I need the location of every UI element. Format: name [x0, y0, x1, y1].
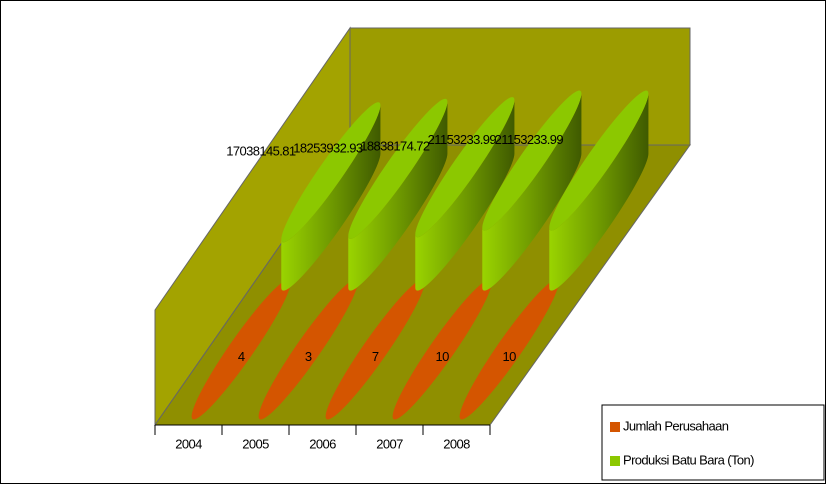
data-label: 18838174.72: [360, 139, 430, 154]
legend-swatch: [610, 422, 620, 432]
x-tick-label: 2006: [309, 436, 336, 451]
data-label: 21153233.99: [495, 132, 564, 147]
bar-top: [281, 102, 381, 243]
bar: [482, 90, 582, 291]
data-label: 17038145.81: [226, 144, 296, 159]
x-tick-label: 2007: [376, 436, 403, 451]
bar-top: [482, 90, 582, 231]
bar-top: [415, 97, 515, 238]
bar-top: [348, 98, 448, 239]
data-label: 7: [372, 349, 379, 364]
bar: [325, 279, 425, 420]
x-tick-label: 2008: [443, 436, 470, 451]
data-label: 10: [436, 349, 450, 364]
legend-label: Jumlah Perusahaan: [623, 418, 729, 433]
data-label: 10: [503, 349, 517, 364]
bar: [258, 279, 358, 420]
bar-top: [549, 90, 649, 231]
bar: [415, 97, 515, 291]
bar-top: [191, 279, 291, 420]
data-label: 3: [305, 349, 312, 364]
bar: [459, 279, 559, 420]
legend-swatch: [610, 456, 620, 466]
bar-side: [482, 93, 582, 291]
bar-side: [281, 105, 381, 291]
bar: [392, 279, 492, 420]
x-tick-label: 2005: [242, 436, 269, 451]
bar: [281, 102, 381, 291]
bar-top: [459, 279, 559, 420]
bar-side: [549, 93, 649, 291]
bar-top: [258, 279, 358, 420]
bar: [191, 279, 291, 420]
bar: [348, 98, 448, 291]
bar: [549, 90, 649, 291]
bar-side: [415, 100, 515, 291]
data-label: 4: [238, 349, 245, 364]
legend: [601, 404, 825, 481]
legend-label: Produksi Batu Bara (Ton): [623, 452, 754, 467]
bar-side: [348, 101, 448, 291]
bar-top: [392, 279, 492, 420]
x-tick-label: 2004: [175, 436, 202, 451]
bar-top: [325, 279, 425, 420]
plot: [191, 90, 649, 420]
data-label: 21153233.99: [428, 132, 497, 147]
data-label: 18253932.93: [293, 140, 363, 155]
